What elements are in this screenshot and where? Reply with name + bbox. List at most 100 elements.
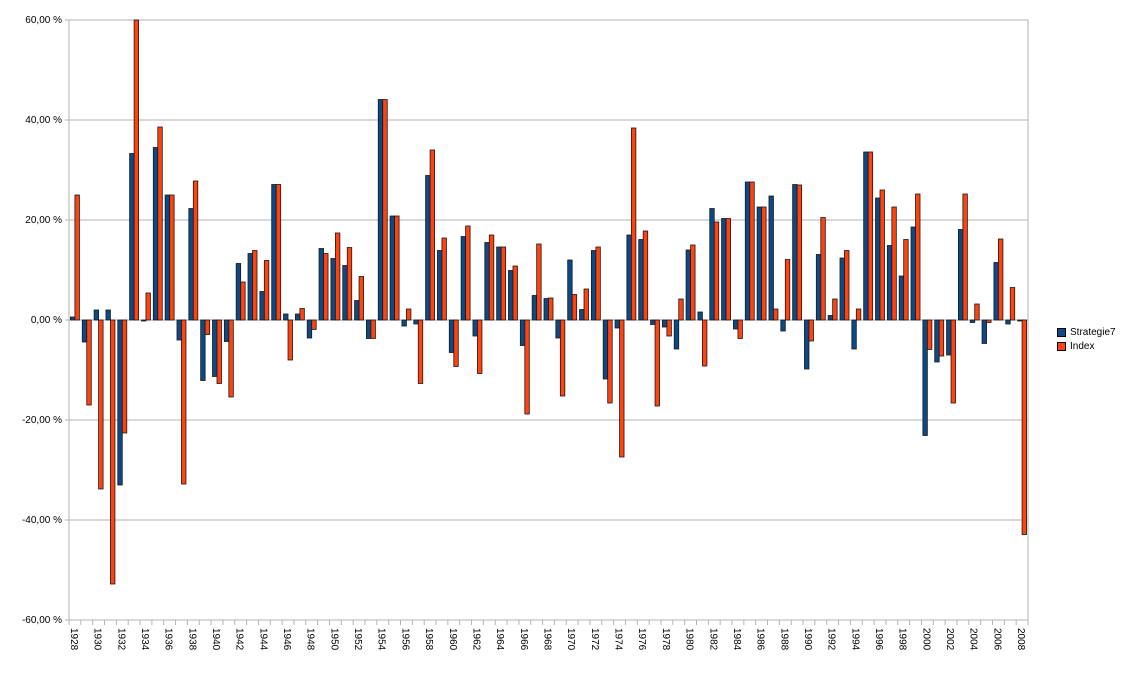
bar-strategie7-1943 bbox=[247, 253, 253, 321]
bar-strategie7-1929 bbox=[81, 319, 88, 343]
bar-strategie7-1982 bbox=[709, 208, 715, 321]
bar-index-1982 bbox=[713, 221, 720, 321]
x-tick-label: 1986 bbox=[755, 628, 766, 651]
bar-index-2006 bbox=[998, 238, 1004, 321]
bar-index-1965 bbox=[512, 265, 518, 321]
y-tick-label: -20,00 % bbox=[22, 415, 62, 426]
bar-strategie7-1952 bbox=[354, 300, 360, 321]
bar-index-2002 bbox=[950, 319, 956, 404]
bar-index-1986 bbox=[761, 206, 767, 321]
bar-index-1979 bbox=[678, 298, 684, 321]
bar-strategie7-2006 bbox=[993, 262, 999, 321]
y-tick-label: 40,00 % bbox=[25, 115, 62, 126]
bar-index-1993 bbox=[844, 250, 850, 321]
bar-index-1938 bbox=[192, 180, 199, 321]
x-tick-label: 1996 bbox=[873, 628, 884, 651]
y-tick-label: 20,00 % bbox=[25, 215, 62, 226]
x-tick-label: 1948 bbox=[305, 628, 316, 651]
bar-strategie7-1985 bbox=[744, 181, 751, 321]
bar-strategie7-1973 bbox=[602, 319, 609, 380]
x-tick-label: 1962 bbox=[470, 628, 481, 651]
bar-strategie7-1942 bbox=[235, 263, 242, 321]
bar-strategie7-1941 bbox=[223, 319, 230, 342]
bar-strategie7-1954 bbox=[377, 99, 384, 321]
bar-strategie7-1999 bbox=[910, 226, 916, 321]
bar-index-1997 bbox=[891, 206, 897, 321]
bar-index-1936 bbox=[169, 194, 175, 321]
bar-index-1996 bbox=[879, 189, 885, 321]
bar-strategie7-1934 bbox=[141, 319, 147, 322]
bar-strategie7-1935 bbox=[152, 147, 159, 321]
bar-index-1961 bbox=[465, 225, 471, 321]
bar-index-1969 bbox=[559, 319, 566, 397]
bar-index-1991 bbox=[820, 217, 826, 321]
x-tick-label: 1938 bbox=[186, 628, 197, 651]
bar-strategie7-2008 bbox=[1017, 319, 1023, 322]
bar-index-1963 bbox=[488, 234, 495, 321]
bar-strategie7-1948 bbox=[306, 319, 313, 339]
bar-strategie7-1947 bbox=[294, 313, 301, 321]
bar-index-1954 bbox=[382, 99, 388, 321]
bar-strategie7-2004 bbox=[969, 319, 976, 323]
bar-index-1956 bbox=[406, 308, 412, 321]
bar-strategie7-1937 bbox=[176, 319, 182, 341]
bar-strategie7-1978 bbox=[661, 319, 668, 328]
bar-strategie7-1961 bbox=[460, 236, 467, 321]
x-tick-label: 1958 bbox=[423, 628, 434, 651]
bar-index-1968 bbox=[548, 297, 554, 321]
bar-index-1983 bbox=[725, 218, 731, 321]
x-tick-label: 2000 bbox=[920, 628, 931, 651]
bar-strategie7-1970 bbox=[567, 259, 573, 321]
bar-index-1942 bbox=[240, 281, 246, 321]
bar-strategie7-1986 bbox=[756, 206, 763, 321]
bar-strategie7-1931 bbox=[105, 309, 111, 321]
bar-strategie7-1993 bbox=[839, 257, 845, 321]
x-tick-label: 1956 bbox=[399, 628, 410, 651]
bar-strategie7-1965 bbox=[508, 270, 514, 321]
bar-index-1998 bbox=[903, 239, 909, 321]
bar-strategie7-1981 bbox=[697, 311, 703, 321]
bar-index-1939 bbox=[204, 319, 211, 335]
x-tick-label: 1998 bbox=[897, 628, 908, 651]
bar-index-1953 bbox=[370, 319, 376, 339]
x-tick-label: 1966 bbox=[518, 628, 529, 651]
bar-strategie7-1936 bbox=[164, 194, 171, 321]
bar-index-1975 bbox=[630, 127, 637, 321]
x-tick-label: 1936 bbox=[163, 628, 174, 651]
x-axis-ticks: 1928 1930 1932 1934 1936 1938 1940 1942 1944 1946… bbox=[68, 628, 1026, 651]
y-tick-label: -40,00 % bbox=[22, 515, 62, 526]
y-tick-label: 60,00 % bbox=[25, 15, 62, 26]
x-tick-label: 1950 bbox=[328, 628, 339, 651]
bars bbox=[70, 19, 1027, 585]
bar-strategie7-1939 bbox=[200, 319, 206, 381]
x-tick-label: 1934 bbox=[139, 628, 150, 651]
bar-strategie7-1956 bbox=[401, 319, 407, 327]
bar-index-1964 bbox=[500, 246, 507, 321]
legend-item-index: Index bbox=[1057, 339, 1116, 353]
bar-strategie7-2003 bbox=[957, 229, 964, 321]
bar-index-1994 bbox=[855, 308, 862, 321]
x-tick-label: 1942 bbox=[234, 628, 245, 651]
x-tick-label: 1974 bbox=[613, 628, 624, 651]
axes bbox=[68, 20, 1029, 625]
bar-index-1950 bbox=[334, 232, 341, 321]
bar-strategie7-2000 bbox=[922, 319, 928, 436]
bar-index-1981 bbox=[702, 319, 708, 367]
bar-index-2007 bbox=[1009, 287, 1016, 321]
x-tick-label: 1992 bbox=[826, 628, 837, 651]
bar-index-1974 bbox=[619, 319, 625, 458]
bar-strategie7-1974 bbox=[614, 319, 620, 329]
bar-strategie7-1987 bbox=[768, 195, 774, 321]
x-tick-label: 2008 bbox=[1015, 628, 1026, 651]
bar-strategie7-1949 bbox=[318, 248, 324, 321]
bar-strategie7-1991 bbox=[815, 254, 822, 321]
bar-index-1970 bbox=[571, 294, 578, 321]
bar-index-1976 bbox=[642, 230, 649, 321]
bar-strategie7-1977 bbox=[650, 319, 656, 325]
bar-strategie7-1951 bbox=[342, 265, 348, 321]
bar-strategie7-1946 bbox=[283, 313, 289, 321]
bar-strategie7-1968 bbox=[543, 298, 549, 321]
x-tick-label: 2002 bbox=[944, 628, 955, 651]
bar-index-2003 bbox=[962, 193, 968, 321]
